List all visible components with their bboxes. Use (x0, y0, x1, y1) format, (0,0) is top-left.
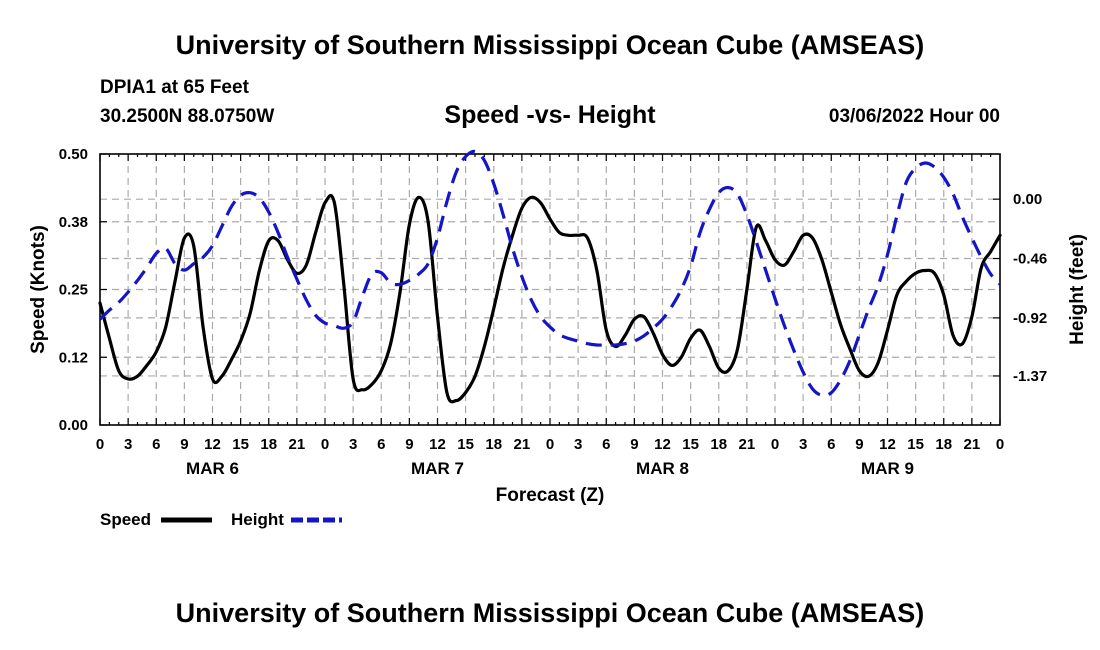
x-tick-label: 15 (907, 436, 924, 453)
y-tick-label: 0.25 (59, 282, 88, 299)
forecast-datetime: 03/06/2022 Hour 00 (828, 106, 1000, 127)
y2-axis-label: Height (feet) (1067, 234, 1088, 345)
x-tick-label: 3 (574, 436, 582, 453)
x-tick-label: 15 (682, 436, 699, 453)
day-label: MAR 6 (186, 459, 239, 478)
x-tick-label: 12 (654, 436, 671, 453)
y-tick-label: 0.00 (59, 417, 88, 434)
x-tick-label: 9 (405, 436, 413, 453)
legend-height-label: Height (231, 510, 284, 529)
x-tick-label: 0 (546, 436, 554, 453)
x-tick-label: 12 (204, 436, 221, 453)
x-tick-label: 0 (96, 436, 104, 453)
speed-series-line (98, 193, 1002, 404)
y-tick-label: 0.38 (59, 214, 88, 231)
x-axis-label: Forecast (Z) (496, 485, 605, 506)
x-tick-label: 21 (289, 436, 306, 453)
x-tick-label: 3 (349, 436, 357, 453)
x-tick-label: 0 (996, 436, 1004, 453)
day-label: MAR 9 (861, 459, 914, 478)
y2-tick-label: 0.00 (1013, 191, 1042, 208)
x-tick-label: 18 (260, 436, 277, 453)
y-axis-label: Speed (Knots) (28, 225, 49, 354)
y-tick-label: 0.50 (59, 146, 88, 163)
x-tick-label: 15 (457, 436, 474, 453)
x-tick-label: 6 (377, 436, 385, 453)
x-tick-label: 0 (321, 436, 329, 453)
location-label: 30.2500N 88.0750W (100, 106, 275, 127)
x-tick-label: 9 (630, 436, 638, 453)
chart-subtitle: Speed -vs- Height (444, 101, 656, 129)
x-tick-label: 12 (879, 436, 896, 453)
x-tick-label: 18 (485, 436, 502, 453)
x-tick-label: 0 (771, 436, 779, 453)
x-tick-label: 6 (152, 436, 160, 453)
x-tick-label: 9 (180, 436, 188, 453)
x-tick-label: 3 (799, 436, 807, 453)
x-tick-label: 6 (602, 436, 610, 453)
speed-height-chart: 0 3 6 9 12 15 18 21 0 3 6 9 12 15 18 21 0 3 6 9 12 15 18 21 0 3 6 9… (28, 146, 1088, 529)
x-tick-label: 18 (935, 436, 952, 453)
legend-speed-label: Speed (100, 510, 151, 529)
x-tick-label: 21 (964, 436, 981, 453)
y2-tick-label: -0.46 (1013, 251, 1047, 268)
x-tick-label: 3 (124, 436, 132, 453)
chart-main-title: University of Southern Mississippi Ocean… (175, 30, 925, 60)
x-tick-label: 6 (827, 436, 835, 453)
height-series-line (98, 149, 1002, 398)
x-tick-label: 21 (514, 436, 531, 453)
day-label: MAR 7 (411, 459, 464, 478)
y2-tick-label: -0.92 (1013, 310, 1047, 327)
y2-tick-label: -1.37 (1013, 368, 1047, 385)
day-label: MAR 8 (636, 459, 689, 478)
x-tick-label: 9 (855, 436, 863, 453)
x-tick-label: 21 (739, 436, 756, 453)
y-tick-label: 0.12 (59, 349, 88, 366)
x-tick-label: 12 (429, 436, 446, 453)
footer-title: University of Southern Mississippi Ocean… (175, 598, 925, 628)
x-tick-label: 15 (232, 436, 249, 453)
x-tick-label: 18 (710, 436, 727, 453)
station-label: DPIA1 at 65 Feet (100, 77, 249, 98)
